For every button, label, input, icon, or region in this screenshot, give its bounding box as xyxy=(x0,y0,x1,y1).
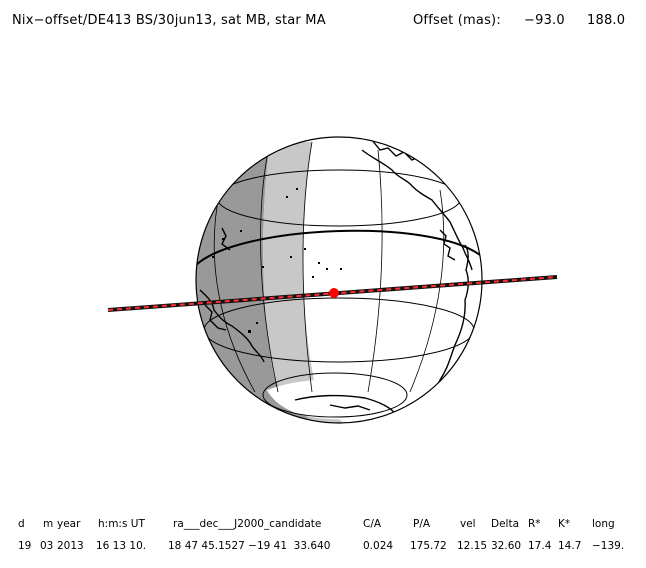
col-header-day: d xyxy=(18,518,25,530)
col-header-radec: ra___dec___J2000_candidate xyxy=(173,518,322,530)
col-header-month: m xyxy=(43,518,54,530)
col-header-vel: vel xyxy=(460,518,476,530)
offset-x-value: −93.0 xyxy=(524,13,565,28)
col-header-time: h:m:s UT xyxy=(98,518,145,530)
value-radec: 18 47 45.1527 −19 41 33.640 xyxy=(168,540,331,552)
value-time: 16 13 10. xyxy=(96,540,147,552)
value-vel: 12.15 xyxy=(457,540,488,552)
value-long: −139. xyxy=(592,540,625,552)
col-header-long: long xyxy=(592,518,615,530)
col-header-year: year xyxy=(57,518,81,530)
polar-band xyxy=(262,378,407,420)
offset-y-value: 188.0 xyxy=(587,13,626,28)
value-k-mag: 14.7 xyxy=(558,540,582,552)
value-r-mag: 17.4 xyxy=(528,540,552,552)
shadow-center-dot xyxy=(329,288,339,298)
col-header-pa: P/A xyxy=(413,518,431,530)
night-region xyxy=(196,140,320,423)
value-month: 03 xyxy=(40,540,54,552)
earth-limb xyxy=(195,136,483,424)
value-year: 2013 xyxy=(57,540,84,552)
twilight-region xyxy=(263,142,345,423)
value-day: 19 xyxy=(18,540,32,552)
col-header-delta: Delta xyxy=(491,518,520,530)
value-ca: 0.024 xyxy=(363,540,394,552)
offset-label: Offset (mas): xyxy=(413,13,501,28)
earth-disk xyxy=(196,137,482,423)
value-delta: 32.60 xyxy=(491,540,522,552)
value-pa: 175.72 xyxy=(410,540,447,552)
col-header-r-mag: R* xyxy=(528,518,541,530)
islands xyxy=(212,188,342,333)
col-header-ca: C/A xyxy=(363,518,382,530)
col-header-k-mag: K* xyxy=(558,518,571,530)
plot-title: Nix−offset/DE413 BS/30jun13, sat MB, sta… xyxy=(12,13,326,28)
